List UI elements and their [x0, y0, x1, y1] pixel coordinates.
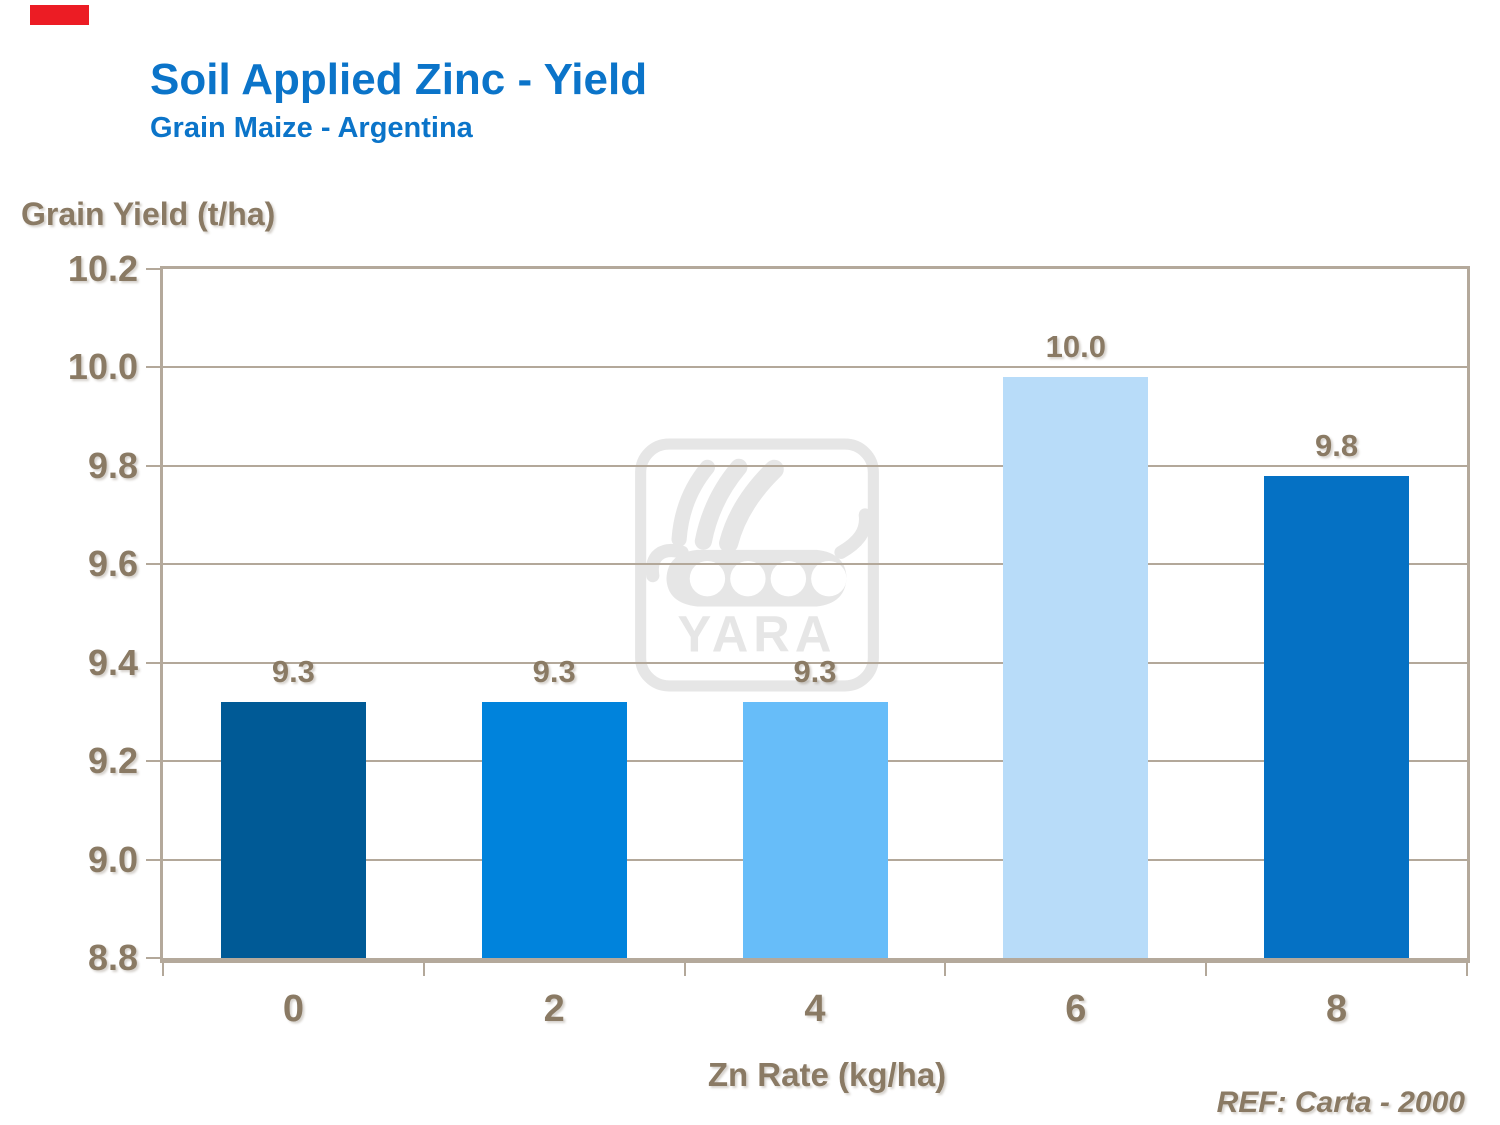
x-tick-mark: [944, 963, 947, 976]
x-tick-label: 8: [1326, 988, 1348, 1030]
ref-note: REF: Carta - 2000: [1216, 1086, 1465, 1119]
y-tick-label: 10.2: [67, 248, 138, 289]
x-tick-label: 4: [804, 988, 826, 1030]
yara-logo-watermark: YARA: [635, 438, 879, 692]
bar-value-label: 10.0: [1045, 329, 1106, 365]
chart-subtitle: Grain Maize - Argentina: [150, 112, 473, 144]
y-tick-label: 10.0: [67, 346, 138, 388]
plot-area: YARA 9.3 9.3 9.3 10.0 9.8: [160, 266, 1470, 963]
bar: [481, 702, 627, 958]
y-tick-mark: [146, 661, 160, 664]
bar-value-label: 9.8: [1315, 427, 1359, 463]
y-tick-label: 9.0: [87, 838, 138, 880]
watermark-wordmark: YARA: [678, 606, 837, 663]
y-tick-label: 8.8: [87, 937, 138, 978]
y-axis-title: Grain Yield (t/ha): [21, 196, 276, 232]
x-tick-mark: [162, 963, 164, 976]
x-tick-mark: [683, 963, 686, 976]
bar: [1003, 377, 1149, 958]
gridline: [163, 563, 1467, 566]
bar: [742, 702, 888, 958]
y-tick-mark: [146, 268, 160, 270]
chart-title: Soil Applied Zinc - Yield: [150, 55, 648, 104]
x-tick-mark: [422, 963, 425, 976]
y-tick-mark: [146, 563, 160, 566]
gridline: [163, 464, 1467, 467]
hull-porthole: [730, 560, 766, 597]
y-tick-label: 9.8: [87, 444, 138, 486]
bar: [220, 702, 366, 958]
y-tick-mark: [146, 957, 160, 959]
bar-value-label: 9.3: [532, 654, 576, 690]
hull-porthole: [811, 560, 847, 597]
y-tick-mark: [146, 858, 160, 861]
x-tick-label: 6: [1065, 988, 1087, 1030]
x-tick-mark: [1205, 963, 1208, 976]
gridline: [163, 661, 1467, 664]
hull-porthole: [770, 560, 807, 597]
x-axis-title: Zn Rate (kg/ha): [707, 1056, 947, 1093]
red-accent-bar: [30, 5, 89, 25]
hull-porthole: [689, 560, 726, 597]
y-tick-label: 9.6: [87, 543, 138, 585]
y-tick-mark: [146, 464, 160, 467]
bar: [1264, 475, 1410, 958]
gridline: [163, 366, 1467, 369]
y-tick-label: 9.2: [87, 740, 138, 782]
x-tick-mark: [1466, 963, 1468, 976]
y-tick-label: 9.4: [87, 641, 138, 683]
x-tick-label: 2: [543, 988, 565, 1030]
bar-value-label: 9.3: [793, 654, 837, 690]
x-tick-label: 0: [282, 988, 304, 1030]
y-tick-mark: [146, 760, 160, 763]
bar-value-label: 9.3: [271, 654, 315, 690]
y-tick-mark: [146, 366, 160, 369]
